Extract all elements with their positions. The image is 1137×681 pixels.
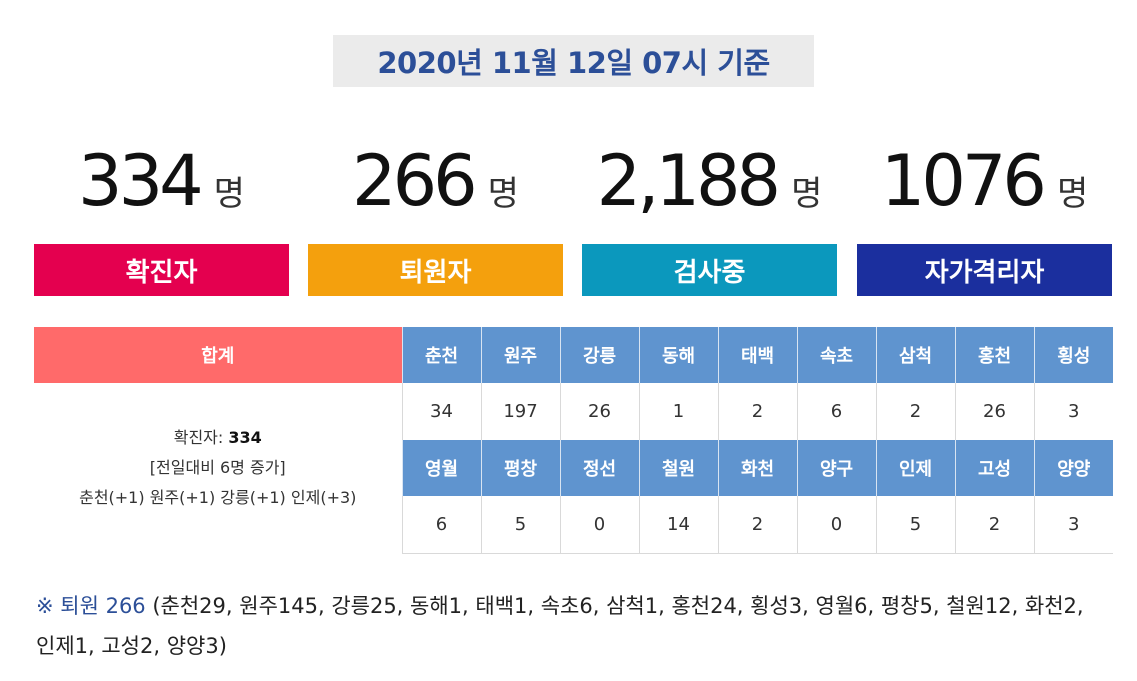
region-header: 철원 <box>638 440 718 496</box>
region-count: 0 <box>559 496 639 554</box>
summary-confirmed-label: 확진자: <box>173 428 229 448</box>
stat-number: 2,188 <box>596 140 781 222</box>
region-count: 197 <box>480 383 560 440</box>
region-header: 평창 <box>480 440 560 496</box>
region-count: 5 <box>480 496 560 554</box>
stat-testing: 2,188 명 <box>582 136 837 226</box>
region-header: 횡성 <box>1033 327 1113 383</box>
summary-compare: [전일대비 6명 증가] <box>149 458 286 478</box>
region-count: 3 <box>1033 496 1113 554</box>
region-count: 26 <box>954 383 1034 440</box>
table-row: 6 5 0 14 2 0 5 2 3 <box>34 496 1113 554</box>
region-count: 0 <box>796 496 876 554</box>
label-text: 검사중 <box>673 257 746 288</box>
region-header: 홍천 <box>954 327 1034 383</box>
region-header: 춘천 <box>401 327 481 383</box>
region-count: 34 <box>401 383 481 440</box>
region-count: 3 <box>1033 383 1113 440</box>
label-quarantine: 자가격리자 <box>857 244 1112 296</box>
label-text: 확진자 <box>125 257 198 288</box>
region-count: 2 <box>717 383 797 440</box>
label-text: 자가격리자 <box>924 257 1045 288</box>
stat-unit: 명 <box>487 174 519 214</box>
region-header: 화천 <box>717 440 797 496</box>
region-header: 삼척 <box>875 327 955 383</box>
region-header: 속초 <box>796 327 876 383</box>
note-detail: (춘천29, 원주145, 강릉25, 동해1, 태백1, 속초6, 삼척1, … <box>36 594 1084 658</box>
summary-increases: 춘천(+1) 원주(+1) 강릉(+1) 인제(+3) <box>79 488 357 508</box>
region-count: 14 <box>638 496 718 554</box>
region-header: 원주 <box>480 327 560 383</box>
region-count: 5 <box>875 496 955 554</box>
region-header: 태백 <box>717 327 797 383</box>
stat-number: 334 <box>78 140 204 222</box>
region-header: 양양 <box>1033 440 1113 496</box>
stat-number: 266 <box>352 140 478 222</box>
total-header: 합계 <box>34 327 402 383</box>
table-row: 영월 평창 정선 철원 화천 양구 인제 고성 양양 <box>34 440 1113 496</box>
region-count: 1 <box>638 383 718 440</box>
table-row: 확진자: 334 [전일대비 6명 증가] 춘천(+1) 원주(+1) 강릉(+… <box>34 383 1113 507</box>
region-header: 강릉 <box>559 327 639 383</box>
region-header: 양구 <box>796 440 876 496</box>
region-header: 영월 <box>401 440 481 496</box>
summary-cell: 확진자: 334 [전일대비 6명 증가] 춘천(+1) 원주(+1) 강릉(+… <box>34 383 402 554</box>
summary-confirmed: 확진자: 334 <box>34 423 402 453</box>
stat-recovered: 266 명 <box>308 136 563 226</box>
stat-unit: 명 <box>791 174 823 214</box>
date-banner: 2020년 11월 12일 07시 기준 <box>333 35 814 87</box>
date-text: 2020년 11월 12일 07시 기준 <box>377 46 770 80</box>
label-recovered: 퇴원자 <box>308 244 563 296</box>
region-count: 2 <box>717 496 797 554</box>
stat-number: 1076 <box>880 140 1047 222</box>
stat-confirmed: 334 명 <box>34 136 289 226</box>
region-header: 고성 <box>954 440 1034 496</box>
region-table: 합계 춘천 원주 강릉 동해 태백 속초 삼척 홍천 횡성 확진자: 334 [… <box>34 327 1113 554</box>
note-prefix: ※ 퇴원 266 <box>36 594 146 618</box>
region-header: 인제 <box>875 440 955 496</box>
region-count: 26 <box>559 383 639 440</box>
label-confirmed: 확진자 <box>34 244 289 296</box>
region-count: 2 <box>954 496 1034 554</box>
stat-quarantine: 1076 명 <box>857 136 1112 226</box>
region-count: 6 <box>796 383 876 440</box>
region-header: 동해 <box>638 327 718 383</box>
table-row: 합계 춘천 원주 강릉 동해 태백 속초 삼척 홍천 횡성 <box>34 327 1113 383</box>
label-text: 퇴원자 <box>399 257 472 288</box>
recovered-note: ※ 퇴원 266 (춘천29, 원주145, 강릉25, 동해1, 태백1, 속… <box>36 586 1106 666</box>
summary-confirmed-value: 334 <box>228 428 262 448</box>
label-testing: 검사중 <box>582 244 837 296</box>
stat-unit: 명 <box>213 174 245 214</box>
stat-unit: 명 <box>1056 174 1089 214</box>
region-count: 6 <box>401 496 481 554</box>
region-header: 정선 <box>559 440 639 496</box>
region-count: 2 <box>875 383 955 440</box>
